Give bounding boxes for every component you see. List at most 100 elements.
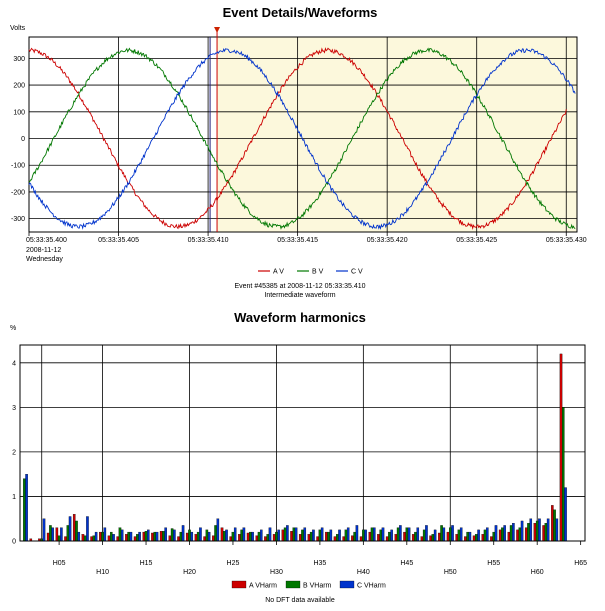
harmonics-bar: [162, 531, 165, 542]
harmonics-bar: [333, 536, 337, 542]
harmonics-bar: [442, 527, 446, 542]
harmonics-bar: [355, 525, 359, 542]
harmonics-bar: [233, 527, 237, 542]
harmonics-bar: [368, 531, 372, 542]
harmonics-bar: [431, 534, 435, 542]
harmonics-bar: [351, 535, 354, 542]
harmonics-bar: [240, 529, 243, 542]
harmonics-legend-swatch: [231, 580, 247, 589]
harmonics-bar: [420, 536, 424, 542]
harmonics-bar: [277, 529, 280, 542]
harmonics-bar: [564, 487, 567, 542]
waveform-series-line: [28, 47, 576, 230]
waveform-x-tick-label: 05:33:35.425: [456, 237, 497, 244]
harmonics-bar: [546, 518, 550, 542]
harmonics-bar: [266, 534, 270, 542]
waveform-chart: Event Details/Waveforms Volts 300 200 100 0…: [10, 5, 587, 299]
harmonics-bar: [396, 527, 400, 542]
harmonics-bar: [524, 527, 528, 542]
harmonics-legend-swatch: [339, 580, 355, 589]
harmonics-bar: [316, 536, 319, 542]
harmonics-bar: [466, 531, 469, 542]
harmonics-legend-label: B VHarm: [303, 583, 332, 590]
harmonics-x-tick-label: H15: [140, 560, 153, 567]
harmonics-bar: [407, 527, 411, 542]
waveform-y-tick-label: -100: [11, 163, 25, 170]
waveform-legend-label: B V: [312, 269, 324, 276]
harmonics-bar: [164, 527, 167, 542]
harmonics-bar: [338, 529, 341, 542]
waveform-x-tick-label: 05:33:35.430: [546, 237, 587, 244]
harmonics-bar: [468, 531, 472, 542]
harmonics-bar: [529, 518, 533, 542]
harmonics-x-tick-label: H55: [487, 560, 500, 567]
waveform-x-tick-label: 05:33:35.400: [26, 237, 67, 244]
harmonics-bar: [83, 535, 87, 542]
harmonics-bar: [520, 520, 524, 542]
waveform-y-tick-label: 100: [13, 109, 25, 116]
harmonics-y-axis-label: %: [10, 325, 16, 332]
harmonics-bar: [448, 527, 452, 542]
harmonics-bar: [168, 535, 172, 542]
harmonics-bar: [275, 531, 278, 542]
harmonics-bar: [533, 523, 537, 542]
harmonics-bar: [57, 535, 61, 542]
harmonics-bar: [294, 527, 298, 542]
harmonics-x-tick-label: H45: [400, 560, 413, 567]
harmonics-bar: [494, 525, 498, 542]
harmonics-bar: [446, 531, 450, 542]
harmonics-bar: [555, 518, 559, 542]
harmonics-bar: [151, 532, 154, 542]
harmonics-bar: [283, 527, 287, 542]
harmonics-bar: [542, 525, 545, 542]
harmonics-bar: [136, 534, 139, 542]
harmonics-bar: [290, 531, 293, 542]
harmonics-bar: [381, 527, 385, 542]
harmonics-plot-area[interactable]: 4 3 2 1 0 H05 H15 H25 H35 H45 H55 H65 H10 H20 H30 H40 H5…: [12, 344, 587, 576]
harmonics-bar: [68, 516, 72, 542]
harmonics-x-tick-label: H40: [357, 569, 370, 576]
harmonics-bar: [451, 525, 454, 542]
waveform-plot-area[interactable]: 300 200 100 0 -100 -200 -300 05:33:35.400 05:33:…: [11, 27, 587, 244]
harmonics-bar: [346, 527, 350, 542]
harmonics-bar: [129, 531, 133, 542]
harmonics-plot-border: [19, 344, 586, 542]
harmonics-bar: [390, 529, 393, 542]
harmonics-bar: [101, 531, 104, 542]
harmonics-bar: [125, 534, 128, 542]
harmonics-legend-label: A VHarm: [249, 583, 277, 590]
waveform-y-tick-label: 200: [13, 83, 25, 90]
harmonics-bar: [405, 527, 409, 542]
harmonics-bar: [399, 525, 402, 542]
harmonics-bar: [459, 527, 463, 542]
waveform-y-tick-label: 0: [21, 136, 25, 143]
harmonics-bar: [249, 531, 252, 542]
harmonics-x-tick-label: H60: [531, 569, 544, 576]
harmonics-bar: [477, 529, 480, 542]
harmonics-bar: [503, 525, 506, 542]
harmonics-bar: [173, 529, 176, 542]
harmonics-bar: [60, 527, 63, 542]
harmonics-bar: [94, 531, 98, 542]
waveform-legend-label: A V: [273, 269, 284, 276]
harmonics-bar: [359, 536, 363, 542]
harmonics-bar: [329, 529, 333, 542]
waveform-x-tick-label: 05:33:35.420: [367, 237, 408, 244]
harmonics-bar: [377, 534, 380, 542]
harmonics-bar: [46, 532, 50, 542]
harmonics-bar: [433, 529, 437, 542]
harmonics-bar: [246, 532, 250, 542]
harmonics-bar: [379, 529, 383, 542]
harmonics-bar: [51, 527, 54, 542]
harmonics-bar: [214, 525, 217, 542]
harmonics-bar: [199, 527, 202, 542]
harmonics-caption: No DFT data available: [265, 597, 335, 604]
harmonics-bar: [457, 529, 461, 542]
harmonics-bar: [170, 528, 174, 542]
harmonics-bar: [438, 532, 441, 542]
harmonics-bar: [118, 527, 122, 542]
harmonics-bar: [364, 529, 367, 542]
harmonics-bar: [25, 474, 28, 542]
